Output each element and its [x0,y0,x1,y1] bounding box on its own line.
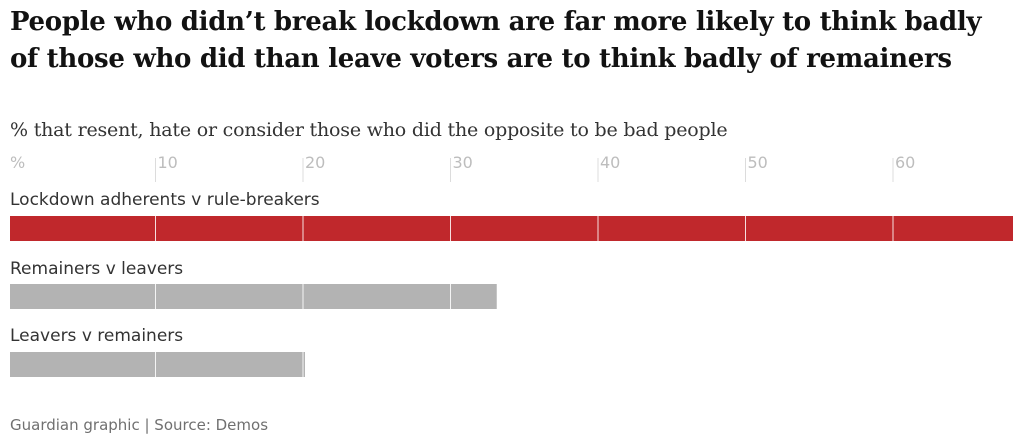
bar [10,284,497,309]
x-tick-label: 40 [600,153,620,172]
x-tick-label: 30 [453,153,473,172]
x-tick-label: 60 [895,153,915,172]
x-tick-label: 10 [158,153,178,172]
category-label: Leavers v remainers [10,326,183,346]
category-label: Lockdown adherents v rule-breakers [10,190,320,210]
bar [10,352,305,377]
x-tick-label: 50 [748,153,768,172]
chart-subtitle: % that resent, hate or consider those wh… [10,119,728,141]
x-tick-label: % [10,153,25,172]
source-note: Guardian graphic | Source: Demos [10,416,269,434]
x-tick-label: 20 [305,153,325,172]
category-label: Remainers v leavers [10,259,183,279]
chart-title: People who didn’t break lockdown are far… [10,7,982,74]
bar [10,216,1013,241]
